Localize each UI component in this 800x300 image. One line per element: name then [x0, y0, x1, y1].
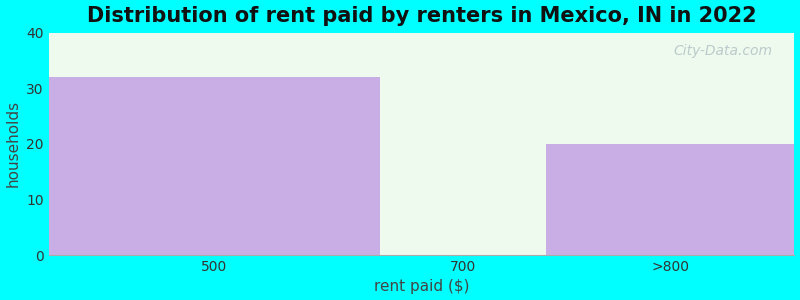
Title: Distribution of rent paid by renters in Mexico, IN in 2022: Distribution of rent paid by renters in … — [86, 6, 756, 26]
Y-axis label: households: households — [6, 100, 21, 188]
X-axis label: rent paid ($): rent paid ($) — [374, 279, 470, 294]
Text: City-Data.com: City-Data.com — [673, 44, 772, 58]
Bar — [49, 77, 380, 255]
Bar — [546, 144, 794, 255]
